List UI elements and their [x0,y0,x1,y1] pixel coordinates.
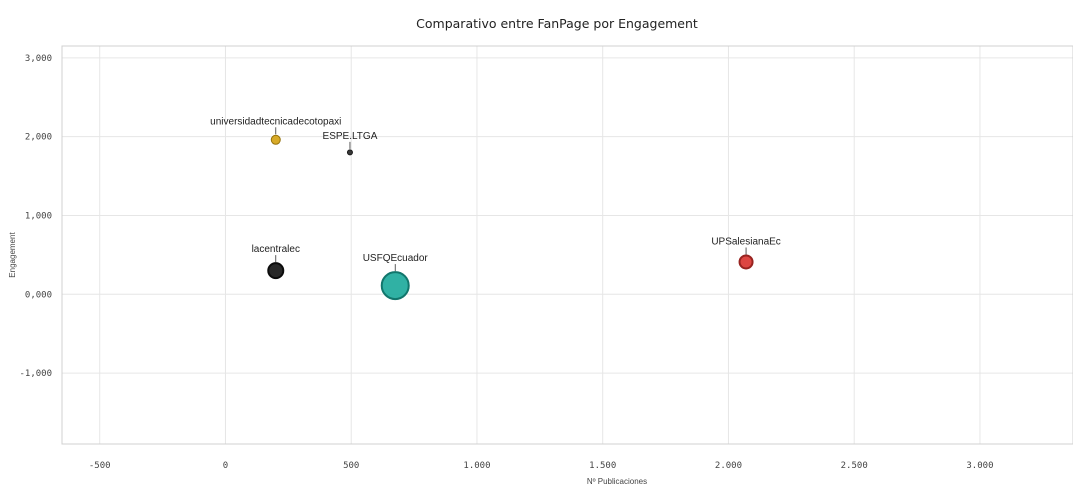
point-marker[interactable] [346,149,353,156]
point-label: UPSalesianaEc [711,236,780,247]
point-label: USFQEcuador [363,253,429,264]
chart-title: Comparativo entre FanPage por Engagement [416,16,698,31]
x-tick-label: 2.500 [841,461,868,471]
point-marker[interactable] [738,254,754,270]
x-tick-label: 500 [343,461,359,471]
data-point[interactable]: ESPE.LTGA [323,131,378,156]
y-tick-label: 3,000 [25,54,52,64]
y-tick-label: 2,000 [25,133,52,143]
data-point[interactable]: lacentralec [252,244,300,280]
x-tick-label: 2.000 [715,461,742,471]
y-axis-label: Engagement [8,232,17,278]
x-tick-label: -500 [89,461,111,471]
point-layer: universidadtecnicadecotopaxi ESPE.LTGA lac… [210,116,781,301]
data-point[interactable]: UPSalesianaEc [711,236,781,270]
x-tick-label: 1.500 [589,461,616,471]
point-label: lacentralec [252,244,300,255]
x-tick-label: 0 [223,461,228,471]
plot-frame [61,45,1073,445]
point-marker[interactable] [267,262,285,280]
tick-layer: -500 0 500 1.000 1.500 2.000 2.500 3.000 3,000 2,… [19,54,993,471]
y-tick-label: 1,000 [25,211,52,221]
grid-layer [62,46,1073,444]
x-tick-label: 1.000 [463,461,490,471]
point-marker[interactable] [270,134,281,145]
data-point[interactable]: USFQEcuador [363,253,429,301]
y-tick-label: 0,000 [25,290,52,300]
data-point[interactable]: universidadtecnicadecotopaxi [210,116,341,145]
point-marker[interactable] [380,271,410,301]
point-label: ESPE.LTGA [323,131,378,142]
x-tick-label: 3.000 [966,461,993,471]
y-tick-label: -1,000 [19,369,52,379]
point-label: universidadtecnicadecotopaxi [210,116,341,127]
x-axis-label: Nº Publicaciones [587,477,647,486]
